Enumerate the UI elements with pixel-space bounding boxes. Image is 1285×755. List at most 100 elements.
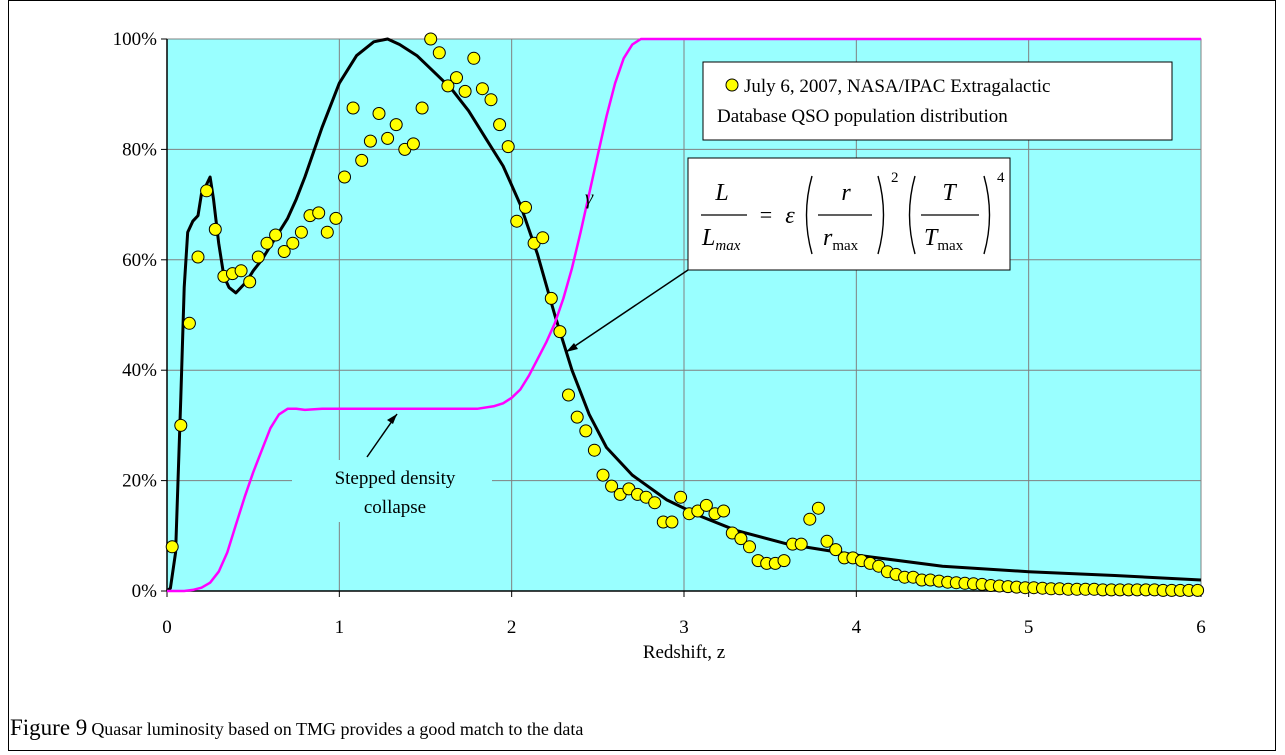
legend-marker xyxy=(725,78,739,92)
figure-frame xyxy=(8,0,1276,751)
data-point xyxy=(165,540,179,554)
data-point xyxy=(587,443,601,457)
data-point xyxy=(346,101,360,115)
data-point xyxy=(251,250,265,264)
stepped-density-annotation: Stepped density collapse xyxy=(292,413,492,522)
x-tick-label: 4 xyxy=(852,617,862,638)
data-point xyxy=(320,225,334,239)
data-point xyxy=(717,504,731,518)
data-point xyxy=(182,316,196,330)
legend-text-line1: July 6, 2007, NASA/IPAC Extragalactic xyxy=(744,76,1050,97)
data-point xyxy=(596,468,610,482)
data-point xyxy=(286,236,300,250)
stepped-label-line1: Stepped density xyxy=(335,468,456,489)
eq-Tmax: Tmax xyxy=(924,225,964,254)
data-point xyxy=(363,134,377,148)
data-point xyxy=(458,84,472,98)
data-point xyxy=(579,424,593,438)
data-point xyxy=(338,170,351,184)
equation-arrow xyxy=(565,269,689,353)
data-point xyxy=(553,325,567,339)
data-point xyxy=(536,231,550,245)
x-tick-label: 1 xyxy=(335,617,345,638)
data-point xyxy=(699,498,713,512)
data-point xyxy=(243,275,257,289)
data-point xyxy=(234,264,248,278)
x-axis-title: Redshift, z xyxy=(643,642,725,663)
y-tick-label: 40% xyxy=(122,360,157,381)
y-tick-label: 80% xyxy=(122,139,157,160)
data-point xyxy=(519,200,532,214)
eq-epsilon: ε xyxy=(785,203,795,229)
y-axis: 0% 20% 40% 60% 80% 100% xyxy=(113,29,168,602)
data-point xyxy=(191,250,205,264)
data-point xyxy=(811,501,825,515)
data-point xyxy=(415,101,429,115)
eq-equals: = xyxy=(760,202,772,227)
eq-T: T xyxy=(942,180,957,206)
data-point xyxy=(260,236,274,250)
data-point xyxy=(355,153,369,167)
data-point xyxy=(406,137,420,151)
eq-exponent-2: 2 xyxy=(891,170,899,186)
stepped-label-line2: collapse xyxy=(364,497,426,518)
eq-paren-open-1 xyxy=(805,175,813,255)
eq-paren-close-2 xyxy=(983,175,991,255)
equation-box: L Lmax = ε r rmax 2 T Tmax 4 xyxy=(687,157,1011,271)
x-tick-label: 3 xyxy=(679,617,689,638)
data-point xyxy=(200,184,214,198)
eq-paren-open-2 xyxy=(908,175,916,255)
eq-exponent-4: 4 xyxy=(997,170,1005,186)
data-point xyxy=(424,32,438,46)
data-point xyxy=(665,515,679,529)
data-point xyxy=(544,291,558,305)
data-point xyxy=(484,93,498,107)
gamma-label: γ xyxy=(585,185,594,209)
data-point xyxy=(820,534,834,548)
data-point xyxy=(510,214,524,228)
x-tick-label: 0 xyxy=(162,617,172,638)
figure-caption: Figure 9 Quasar luminosity based on TMG … xyxy=(10,715,583,741)
eq-paren-close-1 xyxy=(877,175,885,255)
data-point xyxy=(381,131,395,145)
data-point xyxy=(294,225,308,239)
data-point xyxy=(674,490,688,504)
legend: July 6, 2007, NASA/IPAC Extragalactic Da… xyxy=(702,61,1173,141)
data-point xyxy=(501,140,515,154)
eq-Lmax: Lmax xyxy=(701,225,741,254)
data-point xyxy=(605,479,619,493)
y-tick-label: 0% xyxy=(132,581,158,602)
data-point xyxy=(570,410,584,424)
chart: 0% 20% 40% 60% 80% 100% 0 1 2 3 4 5 6 Redshift, z γ… xyxy=(113,29,1206,663)
data-point xyxy=(648,496,662,510)
data-point xyxy=(312,206,326,220)
data-point xyxy=(174,418,188,432)
x-tick-label: 5 xyxy=(1024,617,1034,638)
data-point xyxy=(475,82,489,96)
data-point xyxy=(389,118,403,132)
x-axis: 0 1 2 3 4 5 6 xyxy=(162,590,1206,638)
x-tick-label: 6 xyxy=(1196,617,1206,638)
data-point xyxy=(803,512,817,526)
eq-r: r xyxy=(841,180,851,206)
stepped-arrowhead xyxy=(387,414,397,424)
caption-text: Quasar luminosity based on TMG provides … xyxy=(91,719,584,739)
data-point xyxy=(562,388,575,402)
data-point xyxy=(829,543,843,557)
eq-rmax: rmax xyxy=(823,225,859,254)
y-tick-label: 100% xyxy=(113,29,158,50)
y-tick-label: 60% xyxy=(122,250,157,271)
data-point xyxy=(777,554,791,568)
series-points xyxy=(165,32,1205,597)
data-point xyxy=(372,107,386,120)
data-point xyxy=(208,222,222,236)
gamma-curve xyxy=(167,37,1201,593)
data-point xyxy=(734,532,748,546)
data-point xyxy=(432,46,446,60)
figure-label: Figure 9 xyxy=(10,715,88,740)
x-tick-label: 2 xyxy=(507,617,517,638)
legend-text-line2: Database QSO population distribution xyxy=(717,106,1008,127)
data-point xyxy=(467,51,481,65)
eq-L: L xyxy=(714,180,728,206)
data-point xyxy=(450,71,463,85)
